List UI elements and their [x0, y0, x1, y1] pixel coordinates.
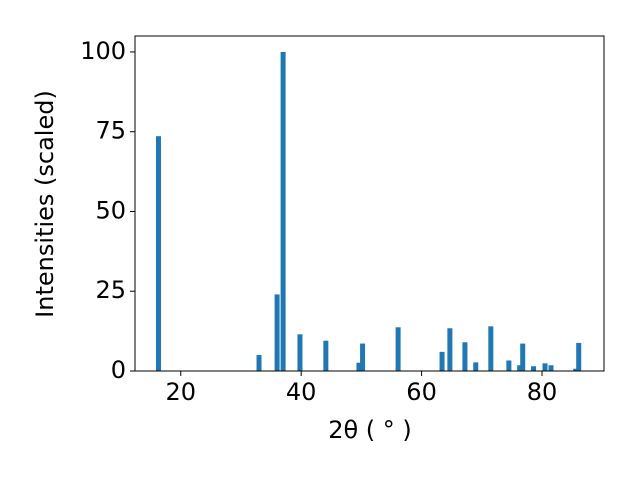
x-tick-label: 40 — [286, 378, 317, 406]
y-tick-label: 75 — [95, 117, 126, 145]
y-axis-label: Intensities (scaled) — [31, 90, 59, 318]
bar — [256, 355, 262, 371]
bar — [548, 365, 554, 371]
y-tick-label: 0 — [111, 356, 126, 384]
x-tick-label: 20 — [165, 378, 196, 406]
bar — [488, 326, 494, 371]
y-tick-label: 25 — [95, 276, 126, 304]
bar — [576, 342, 582, 371]
bar — [462, 342, 468, 371]
bar — [506, 360, 512, 371]
bar — [542, 363, 548, 371]
x-tick-label: 80 — [527, 378, 558, 406]
bar — [447, 328, 453, 371]
bar — [280, 51, 286, 371]
bar — [297, 334, 303, 371]
bar — [520, 343, 526, 371]
y-tick-label: 100 — [80, 37, 126, 65]
bar — [323, 340, 329, 371]
x-tick-label: 60 — [406, 378, 437, 406]
bar — [155, 136, 161, 371]
bar — [274, 294, 280, 371]
bar — [395, 327, 401, 371]
plot-frame — [134, 35, 605, 372]
bar — [517, 365, 523, 371]
bar — [473, 362, 479, 371]
bar — [360, 343, 366, 371]
bar — [573, 368, 579, 371]
bar — [531, 366, 537, 371]
y-tick-label: 50 — [95, 196, 126, 224]
bar — [439, 351, 445, 371]
x-axis-label: 2θ ( ° ) — [328, 416, 412, 444]
bar — [356, 362, 362, 371]
